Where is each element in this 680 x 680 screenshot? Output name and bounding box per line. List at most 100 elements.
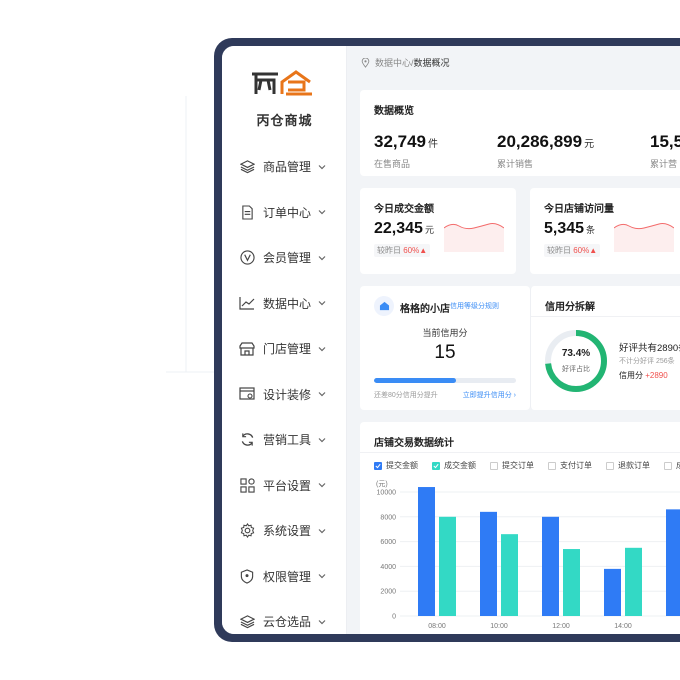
non-scored-review-count: 不计分好评 256条 [619, 358, 675, 365]
today-amount-sparkline [444, 223, 504, 252]
legend-item-4[interactable]: 退款订单 [606, 460, 650, 471]
sidebar: 丙仓商城 商品管理订单中心会员管理数据中心门店管理设计装修营销工具平台设置系统设… [222, 46, 347, 634]
sidebar-item-label: 会员管理 [263, 251, 312, 266]
stat-label: 在售商品 [374, 159, 411, 169]
legend-label: 成 [676, 460, 680, 471]
sidebar-item-label: 订单中心 [263, 205, 312, 220]
today-visits-compare: 较昨日 60%▲ [544, 244, 601, 257]
today-amount-title: 今日成交金额 [374, 204, 434, 215]
chevron-down-icon [318, 346, 326, 352]
bar-提交金额-08:00[interactable] [418, 487, 435, 616]
x-tick-label: 12:00 [552, 623, 570, 630]
sidebar-item-0[interactable]: 商品管理 [222, 144, 347, 190]
sidebar-item-4[interactable]: 门店管理 [222, 326, 347, 372]
legend-item-3[interactable]: 支付订单 [548, 460, 592, 471]
donut-label: 好评占比 [562, 366, 590, 373]
improve-credit-link[interactable]: 立即提升信用分 › [462, 392, 516, 399]
y-tick-label: 4000 [380, 564, 396, 571]
sidebar-item-label: 云仓选品 [263, 615, 312, 630]
sidebar-item-1[interactable]: 订单中心 [222, 190, 347, 236]
overview-title: 数据概览 [374, 106, 414, 117]
sidebar-item-7[interactable]: 平台设置 [222, 463, 347, 509]
sidebar-item-9[interactable]: 权限管理 [222, 554, 347, 600]
chevron-down-icon [318, 392, 326, 397]
bar-提交金额-10:00[interactable] [480, 511, 497, 616]
document-icon [239, 204, 255, 220]
sidebar-item-label: 门店管理 [263, 342, 312, 357]
bar-提交金额-14:00[interactable] [604, 568, 621, 616]
location-icon [361, 57, 370, 68]
today-amount-value: 22,345 元 [374, 220, 434, 237]
shop-credit-card: 格格的小店 信用等级分规则 当前信用分 15 还差80分信用分提升 立即提升信用… [360, 286, 530, 410]
shield-icon [239, 568, 255, 584]
chevron-down-icon [318, 483, 326, 488]
legend-item-0[interactable]: 提交金额 [374, 460, 418, 471]
bar-提交金额-12:00[interactable] [542, 516, 559, 616]
bar-成交金额-14:00[interactable] [625, 547, 642, 616]
sidebar-item-10[interactable]: 云仓选品 [222, 599, 347, 634]
credit-label: 当前信用分 [422, 328, 468, 338]
trade-stats-title: 店铺交易数据统计 [374, 438, 454, 449]
stat-on-sale: 32,749 件 在售商品 [374, 132, 438, 170]
bar-成交金额-12:00[interactable] [563, 549, 580, 616]
legend-item-2[interactable]: 提交订单 [490, 460, 534, 471]
sidebar-menu: 商品管理订单中心会员管理数据中心门店管理设计装修营销工具平台设置系统设置权限管理… [222, 144, 347, 634]
breadcrumb: 数据中心 / 数据概况 [361, 56, 450, 69]
sidebar-item-6[interactable]: 营销工具 [222, 417, 347, 463]
refresh-icon [239, 432, 255, 448]
sidebar-item-8[interactable]: 系统设置 [222, 508, 347, 554]
app-screen: 丙仓商城 商品管理 订单中心 会员管理 数据中心 门店管理 设计装修 营销工具 平台设置 系统设… [222, 46, 680, 634]
positive-review-count: 好评共有2890条 [619, 343, 680, 354]
checkbox-unchecked[interactable] [606, 461, 614, 470]
credit-value: 15 [434, 342, 456, 363]
store-icon [239, 341, 255, 357]
sidebar-item-3[interactable]: 数据中心 [222, 281, 347, 327]
sidebar-item-label: 设计装修 [263, 387, 312, 402]
design-icon [239, 386, 255, 402]
today-visits-sparkline [614, 223, 674, 252]
gear-icon [239, 523, 255, 539]
trade-stats-card: 店铺交易数据统计 提交金额 成交金额 提交订单 支付订单 退款订单 成 (元) 10000 8… [360, 422, 680, 634]
brand-logo [252, 70, 312, 96]
checkbox-checked[interactable] [374, 461, 382, 470]
today-visits-card: 今日店铺访问量 5,345 条 较昨日 60%▲ [530, 188, 680, 274]
trade-bar-chart: (元) 10000 8000 6000 4000 2000 0 08:00 10:00 12:00… [376, 480, 680, 630]
legend-item-5[interactable]: 成 [664, 460, 680, 471]
device-frame: 丙仓商城 商品管理 订单中心 会员管理 数据中心 门店管理 设计装修 营销工具 平台设置 系统设… [214, 38, 680, 642]
chevron-down-icon [318, 574, 326, 579]
bar-提交金额-16[interactable] [666, 509, 680, 616]
x-tick-label: 14:00 [614, 623, 632, 630]
vip-icon [239, 250, 255, 266]
bar-成交金额-10:00[interactable] [501, 534, 518, 616]
x-tick-label: 10:00 [490, 623, 508, 630]
legend-label: 成交金额 [444, 461, 476, 470]
today-visits-title: 今日店铺访问量 [544, 204, 614, 215]
bar-成交金额-08:00[interactable] [439, 516, 456, 616]
brand-name: 丙仓商城 [256, 113, 313, 128]
stat-total-sales: 20,286,899 元 累计销售 [497, 132, 594, 170]
stat-unit: 件 [428, 139, 438, 150]
chevron-down-icon [318, 210, 326, 215]
legend-label: 提交金额 [386, 461, 418, 470]
checkbox-unchecked[interactable] [490, 461, 498, 470]
sidebar-item-5[interactable]: 设计装修 [222, 372, 347, 418]
chevron-down-icon [318, 255, 326, 261]
checkbox-checked[interactable] [432, 461, 440, 470]
sidebar-item-2[interactable]: 会员管理 [222, 235, 347, 281]
y-axis-unit: (元) [376, 480, 388, 488]
sidebar-item-label: 营销工具 [263, 433, 312, 448]
chevron-down-icon [318, 437, 326, 443]
y-tick-label: 10000 [377, 490, 397, 497]
credit-score-change: 信用分 +2890 [619, 371, 668, 380]
sidebar-item-label: 系统设置 [263, 524, 312, 539]
checkbox-unchecked[interactable] [664, 461, 672, 470]
legend-item-1[interactable]: 成交金额 [432, 460, 476, 471]
checkbox-unchecked[interactable] [548, 461, 556, 470]
x-tick-label: 08:00 [428, 623, 446, 630]
today-visits-value: 5,345 条 [544, 220, 596, 237]
layers-icon [239, 614, 255, 630]
credit-rule-link[interactable]: 信用等级分规则 [450, 303, 499, 310]
legend-label: 支付订单 [560, 461, 592, 470]
breadcrumb-parent[interactable]: 数据中心 [375, 58, 412, 68]
chevron-down-icon [318, 301, 326, 306]
